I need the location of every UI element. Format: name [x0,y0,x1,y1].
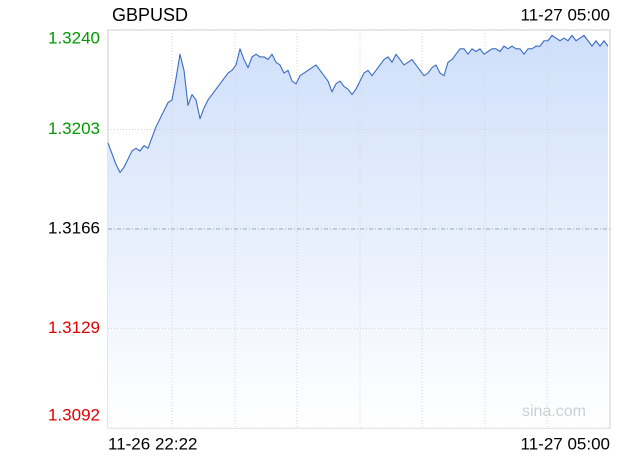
x-label-end: 11-27 05:00 [521,434,610,453]
chart-title: GBPUSD [112,5,188,25]
y-tick-label: 1.3166 [48,218,100,237]
y-tick-label: 1.3240 [48,28,100,47]
y-tick-label: 1.3092 [48,405,100,424]
top-time: 11-27 05:00 [521,5,610,24]
y-tick-label: 1.3203 [48,119,100,138]
price-line [107,34,609,174]
watermark: sina.com [522,403,586,420]
x-label-start: 11-26 22:22 [108,434,197,453]
area [108,35,608,428]
y-tick-label: 1.3129 [48,318,100,337]
